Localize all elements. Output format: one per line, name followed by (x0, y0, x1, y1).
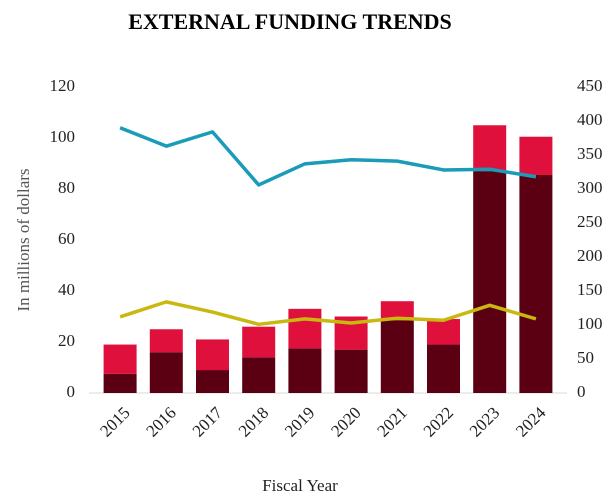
x-tick-label: 2017 (189, 403, 227, 441)
bar (149, 352, 183, 393)
line (119, 300, 537, 327)
bar (288, 348, 322, 393)
bar (242, 357, 276, 393)
bar (334, 349, 368, 393)
y2-tick-label: 300 (577, 178, 603, 197)
x-tick-label: 2024 (512, 403, 550, 441)
x-axis-title: Fiscal Year (262, 476, 338, 495)
bar (473, 125, 507, 172)
bar (519, 136, 553, 175)
x-tick-label: 2015 (96, 403, 133, 440)
y2-tick-label: 150 (577, 280, 603, 299)
y-axis-title: In millions of dollars (14, 168, 33, 311)
bar (427, 319, 460, 345)
x-tick-label: 2019 (281, 403, 318, 440)
chart-title: EXTERNAL FUNDING TRENDS (128, 9, 452, 34)
bar (288, 308, 322, 349)
x-tick-label: 2016 (142, 403, 179, 440)
x-tick-label: 2023 (466, 403, 503, 440)
bar (427, 344, 460, 393)
bar (149, 329, 183, 353)
bar (473, 171, 507, 393)
y-tick-label: 60 (58, 229, 75, 248)
y2-tick-label: 100 (577, 314, 603, 333)
y2-tick-label: 250 (577, 212, 603, 231)
line (119, 126, 537, 187)
y-tick-label: 20 (58, 331, 75, 350)
y-tick-label: 120 (50, 76, 76, 95)
bar (103, 344, 137, 374)
bar (196, 370, 229, 393)
x-tick-label: 2020 (327, 403, 364, 440)
x-tick-label: 2018 (235, 403, 272, 440)
bar (196, 339, 229, 371)
y2-tick-label: 400 (577, 110, 603, 129)
y-tick-label: 40 (58, 280, 75, 299)
y-tick-label: 100 (50, 127, 76, 146)
bar (103, 373, 137, 393)
x-tick-label: 2021 (373, 403, 410, 440)
y2-tick-label: 50 (577, 348, 594, 367)
y-tick-label: 0 (67, 382, 76, 401)
bar (380, 301, 414, 321)
y2-tick-label: 450 (577, 76, 603, 95)
x-tick-label: 2022 (420, 403, 457, 440)
bar (242, 326, 276, 358)
bar (380, 320, 414, 393)
bar (519, 174, 553, 393)
y2-tick-label: 200 (577, 246, 603, 265)
y-tick-label: 80 (58, 178, 75, 197)
y2-tick-label: 0 (577, 382, 586, 401)
y2-tick-label: 350 (577, 144, 603, 163)
